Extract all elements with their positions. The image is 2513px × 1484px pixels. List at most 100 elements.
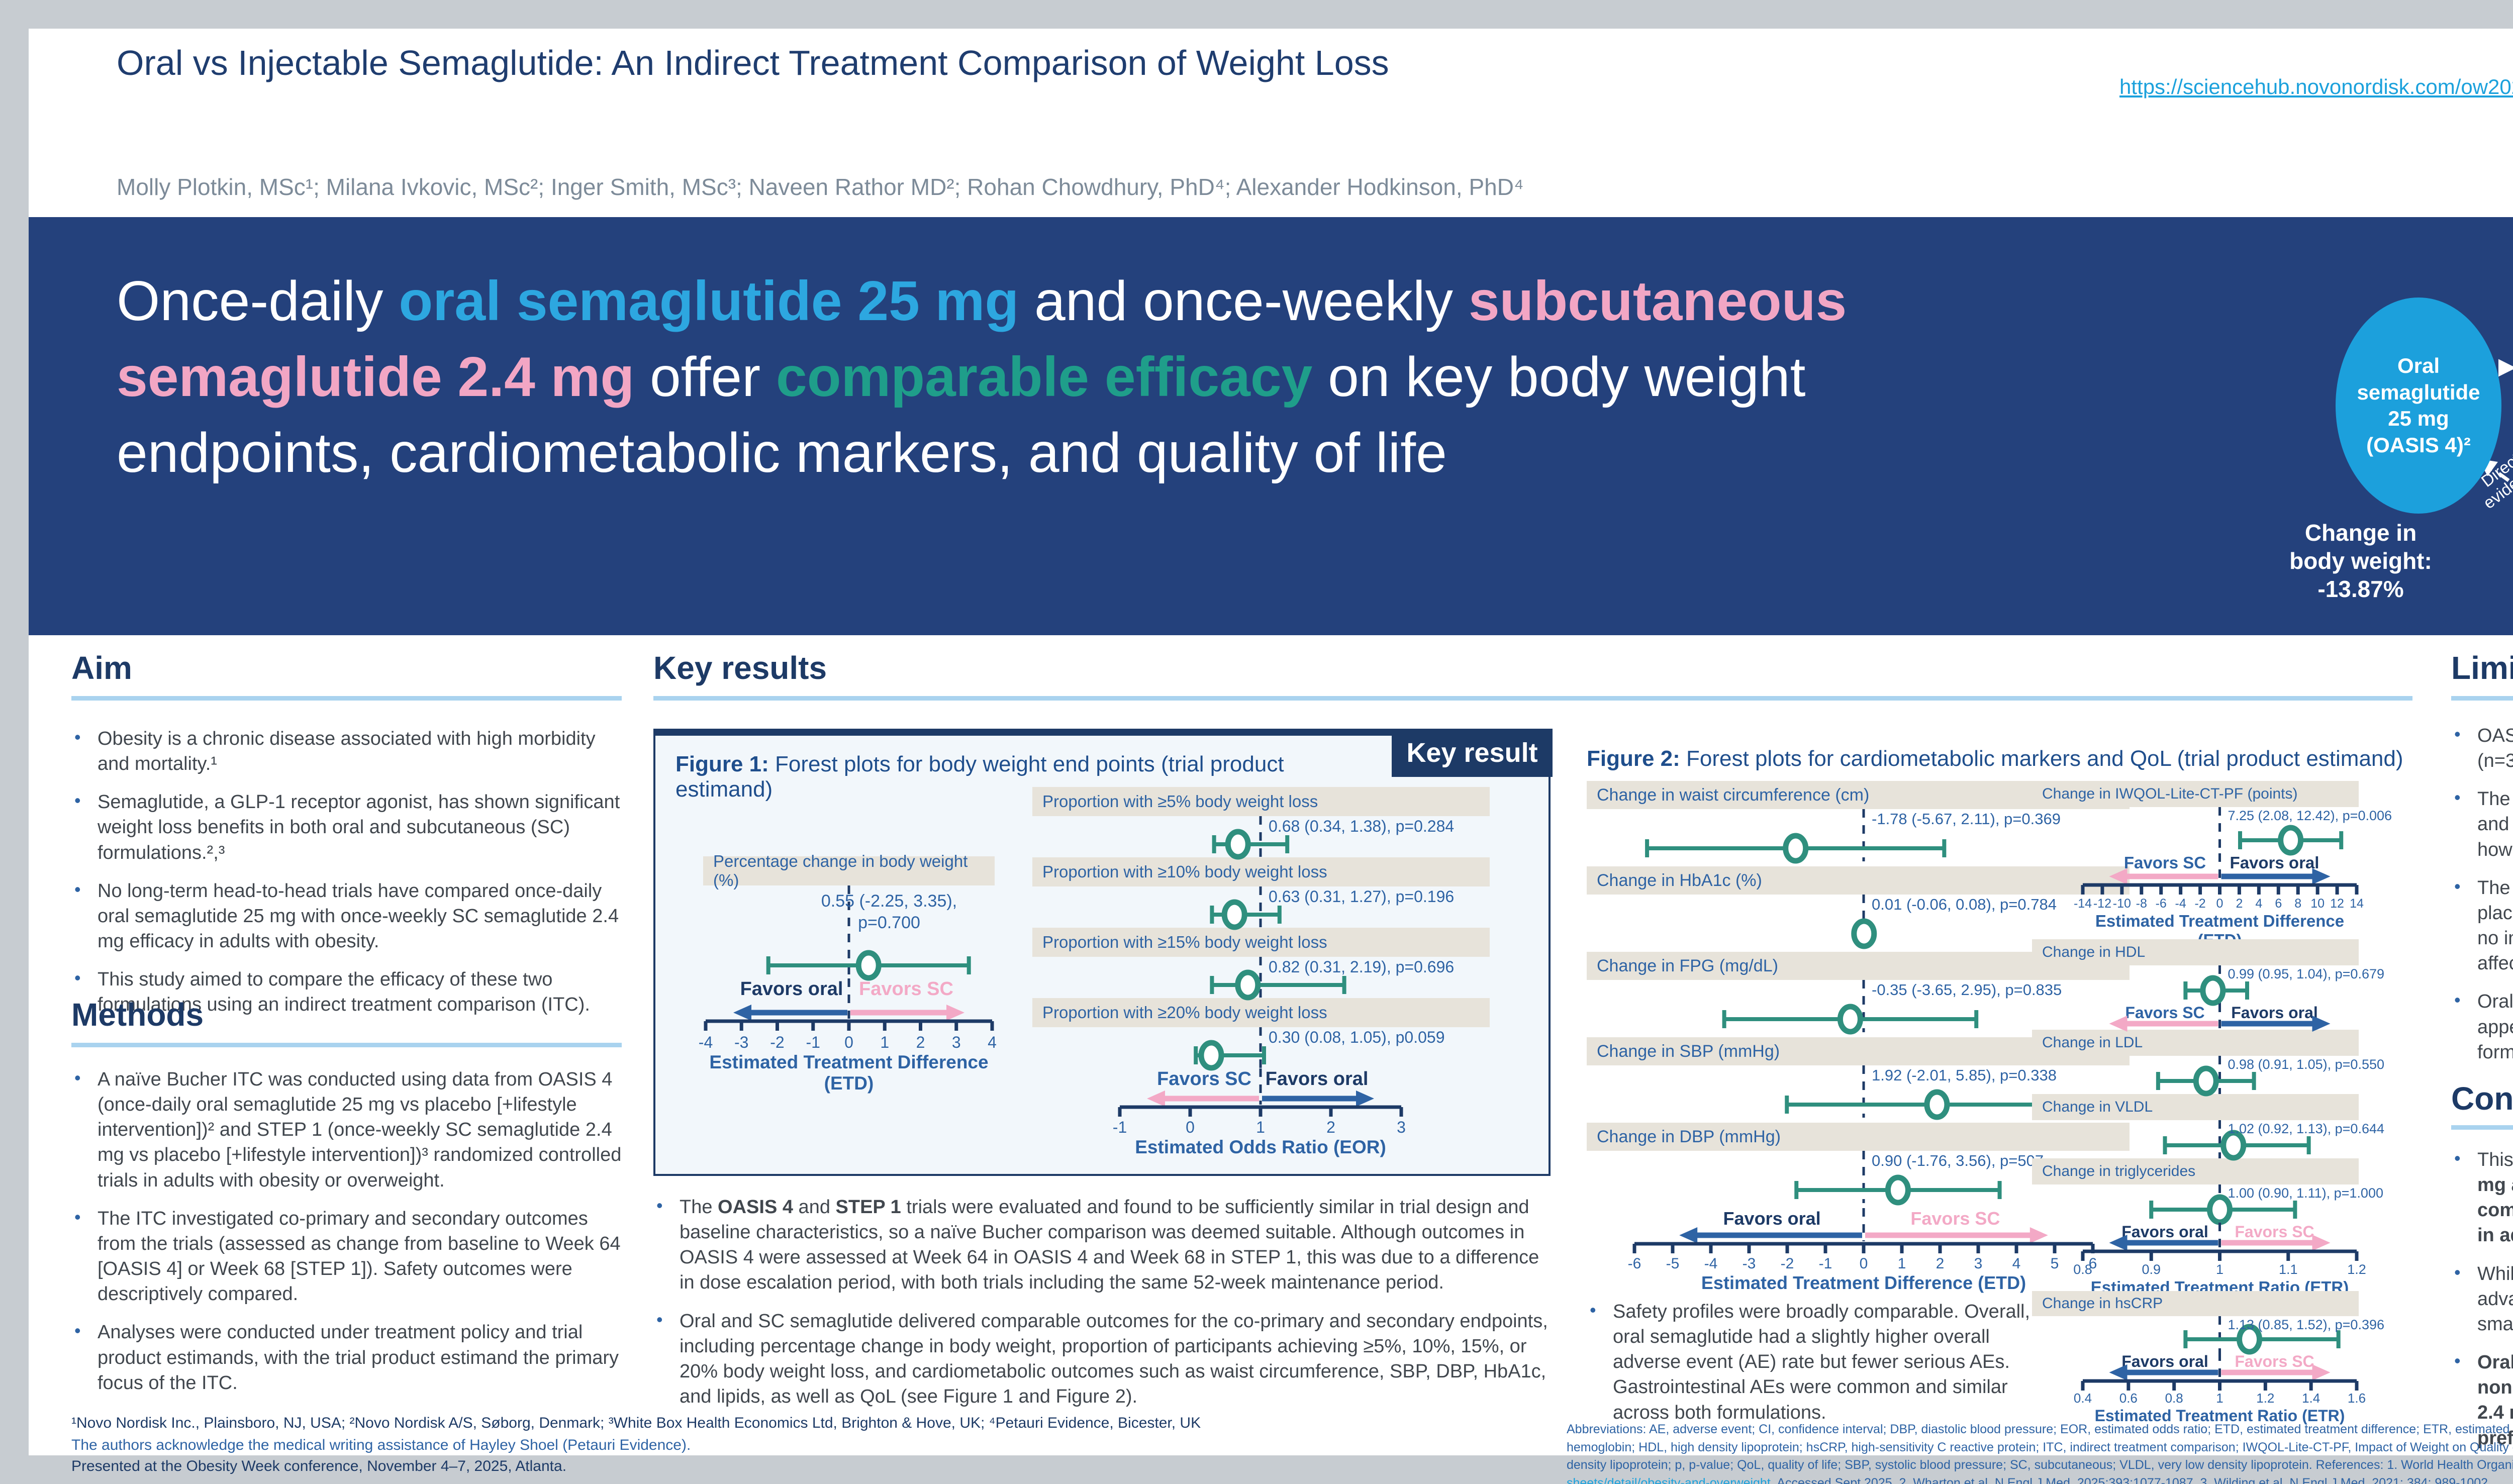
svg-text:1.2: 1.2 bbox=[2347, 1262, 2366, 1277]
svg-text:0: 0 bbox=[1860, 1255, 1868, 1272]
svg-text:-3: -3 bbox=[1743, 1255, 1756, 1272]
forest-row-header: Change in VLDL bbox=[2032, 1094, 2359, 1120]
abbreviations-references: Abbreviations: AE, adverse event; CI, co… bbox=[1567, 1422, 2513, 1484]
conclusions-rule bbox=[2451, 1125, 2513, 1130]
bullet: OASIS 4 included a relatively small samp… bbox=[2451, 722, 2513, 773]
svg-text:-8: -8 bbox=[2136, 897, 2147, 911]
svg-text:0.4: 0.4 bbox=[2074, 1391, 2092, 1406]
favors-arrows: Favors SC Favors oral bbox=[2032, 1004, 2513, 1032]
headline-banner: Once-daily oral semaglutide 25 mg and on… bbox=[29, 217, 2513, 635]
figure1-label: Figure 1: bbox=[675, 752, 769, 776]
key-results-bullets: The OASIS 4 and STEP 1 trials were evalu… bbox=[653, 1194, 1558, 1422]
figure1-box: Figure 1: Forest plots for body weight e… bbox=[653, 729, 1553, 1176]
svg-text:-1: -1 bbox=[806, 1033, 820, 1051]
forest-axis: 0.8 0.9 1 1.1 1.2 bbox=[2032, 1249, 2513, 1277]
svg-text:0.8: 0.8 bbox=[2073, 1262, 2092, 1277]
axis-label: Estimated Treatment Difference (ETD) bbox=[2095, 912, 2345, 949]
bullet: Oral and SC semaglutide safety profiles … bbox=[2451, 988, 2513, 1064]
forest-axis: -1 0 1 2 3 bbox=[1032, 1105, 1550, 1136]
figure1-left-forest: Percentage change in body weight (%) 0.5… bbox=[699, 852, 1042, 1094]
forest-ci-row: 1.02 (0.92, 1.13), p=0.644 bbox=[2032, 1120, 2513, 1161]
forest-ci-row: 0.55 (-2.25, 3.35), p=0.700 bbox=[701, 885, 1042, 981]
methods-rule bbox=[71, 1043, 622, 1047]
estimate-value: 1.92 (-2.01, 5.85), p=0.338 bbox=[1872, 1066, 2057, 1084]
forest-ci-row: 0.63 (0.31, 1.27), p=0.196 bbox=[1032, 886, 1550, 930]
bullet: The impact of different administration m… bbox=[2451, 874, 2513, 976]
forest-axis: -4 -3 -2 -1 0 1 2 3 4 bbox=[699, 1019, 1042, 1051]
forest-row-header: Proportion with ≥20% body weight loss bbox=[1032, 998, 1490, 1027]
estimate-value: 0.55 (-2.25, 3.35), p=0.700 bbox=[821, 892, 957, 932]
forest-ci-row: 0.98 (0.91, 1.05), p=0.550 bbox=[2032, 1056, 2513, 1097]
svg-text:1: 1 bbox=[2216, 1391, 2223, 1406]
headline: Once-daily oral semaglutide 25 mg and on… bbox=[117, 270, 1847, 484]
forest-ci-row: 1.13 (0.85, 1.52), p=0.396 bbox=[2032, 1316, 2513, 1355]
svg-text:2: 2 bbox=[1936, 1255, 1945, 1272]
favors-arrows: Favors oral Favors SC bbox=[701, 978, 1042, 1021]
svg-text:-10: -10 bbox=[2113, 897, 2131, 911]
forest-row-header: Change in IWQOL-Lite-CT-PF (points) bbox=[2032, 781, 2359, 807]
svg-text:1.6: 1.6 bbox=[2348, 1391, 2366, 1406]
svg-text:3: 3 bbox=[1974, 1255, 1983, 1272]
forest-ci-row: 0.90 (-1.76, 3.56), p=507 bbox=[1587, 1151, 2155, 1206]
svg-text:12: 12 bbox=[2330, 897, 2344, 911]
estimate-value: 0.82 (0.31, 2.19), p=0.696 bbox=[1269, 958, 1455, 976]
bullet: The OASIS 4 and STEP 1 trials were evalu… bbox=[653, 1194, 1558, 1296]
svg-text:1.2: 1.2 bbox=[2256, 1391, 2274, 1406]
forest-row-header: Change in triglycerides bbox=[2032, 1158, 2359, 1184]
bullet: Oral semaglutide 25 mg may offer a valua… bbox=[2451, 1349, 2513, 1451]
svg-text:6: 6 bbox=[2089, 1255, 2097, 1272]
page-title: Oral vs Injectable Semaglutide: An Indir… bbox=[117, 43, 1389, 82]
forest-row-header: Percentage change in body weight (%) bbox=[703, 852, 995, 889]
safety-bullet: Safety profiles were broadly comparable.… bbox=[1587, 1298, 2039, 1438]
svg-text:-14: -14 bbox=[2074, 897, 2092, 911]
forest-row-header: Change in DBP (mmHg) bbox=[1587, 1123, 2130, 1151]
axis-label: Estimated Odds Ratio (EOR) bbox=[1135, 1137, 1386, 1157]
svg-text:-1: -1 bbox=[1819, 1255, 1832, 1272]
acknowledgement-line: The authors acknowledge the medical writ… bbox=[71, 1437, 691, 1453]
favors-arrows: Favors oral Favors SC bbox=[1587, 1208, 2155, 1243]
forest-ci-row: 0.30 (0.08, 1.05), p0.059 bbox=[1032, 1027, 1550, 1071]
estimate-value: 0.99 (0.95, 1.04), p=0.679 bbox=[2228, 966, 2385, 981]
etd-value: 0.55% bbox=[2464, 286, 2513, 317]
forest-ci-row: 1.92 (-2.01, 5.85), p=0.338 bbox=[1587, 1065, 2155, 1120]
figure2-right-mid-forest: Change in HDL 0.99 (0.95, 1.04), p=0.679… bbox=[2032, 939, 2513, 1297]
svg-text:2: 2 bbox=[2236, 897, 2243, 911]
svg-text:0.8: 0.8 bbox=[2165, 1391, 2183, 1406]
affiliations-line: ¹Novo Nordisk Inc., Plainsboro, NJ, USA;… bbox=[71, 1415, 1201, 1431]
estimate-value: -0.35 (-3.65, 2.95), p=0.835 bbox=[1872, 981, 2062, 999]
favors-arrows: Favors SC Favors oral bbox=[2032, 853, 2513, 884]
svg-text:-4: -4 bbox=[1704, 1255, 1718, 1272]
forest-ci-row: 7.25 (2.08, 12.42), p=0.006 bbox=[2032, 807, 2513, 856]
svg-text:-4: -4 bbox=[2175, 897, 2186, 911]
bullet: Oral and SC semaglutide delivered compar… bbox=[653, 1308, 1558, 1410]
forest-row-header: Proportion with ≥15% body weight loss bbox=[1032, 928, 1490, 957]
svg-text:-1: -1 bbox=[1113, 1118, 1127, 1136]
aim-rule bbox=[71, 696, 622, 701]
estimate-value: 0.30 (0.08, 1.05), p0.059 bbox=[1269, 1028, 1445, 1046]
svg-text:-6: -6 bbox=[2156, 897, 2167, 911]
svg-text:5: 5 bbox=[2051, 1255, 2059, 1272]
estimate-value: 0.63 (0.31, 1.27), p=0.196 bbox=[1269, 887, 1455, 906]
favors-arrows: Favors SC Favors oral bbox=[1032, 1068, 1550, 1107]
authors-line: Molly Plotkin, MSc¹; Milana Ivkovic, MSc… bbox=[117, 174, 1524, 200]
limitations-rule bbox=[2451, 696, 2513, 701]
limitations-heading: Limitations bbox=[2451, 650, 2513, 686]
forest-ci-row: 0.82 (0.31, 2.19), p=0.696 bbox=[1032, 957, 1550, 1001]
estimate-value: 7.25 (2.08, 12.42), p=0.006 bbox=[2228, 808, 2392, 823]
svg-text:1: 1 bbox=[1256, 1118, 1265, 1136]
limitations-bullets: OASIS 4 included a relatively small samp… bbox=[2451, 722, 2513, 1078]
forest-axis: -6 -5 -4 -3 -2 -1 0 1 2 3 4 5 6 bbox=[1587, 1241, 2155, 1272]
svg-text:0: 0 bbox=[2216, 897, 2224, 911]
axis-label: Estimated Treatment Ratio (ETR) bbox=[2094, 1407, 2345, 1425]
svg-text:4: 4 bbox=[2255, 897, 2262, 911]
estimate-value: -1.78 (-5.67, 2.11), p=0.369 bbox=[1872, 810, 2061, 828]
svg-text:2: 2 bbox=[1326, 1118, 1335, 1136]
estimate-value: 1.13 (0.85, 1.52), p=0.396 bbox=[2228, 1317, 2385, 1332]
bullet: The ITC investigated co-primary and seco… bbox=[71, 1205, 622, 1307]
poster-url-link[interactable]: https://sciencehub.novonordisk.com/ow202… bbox=[2119, 75, 2513, 98]
bullet: No long-term head-to-head trials have co… bbox=[71, 877, 622, 954]
svg-text:6: 6 bbox=[2275, 897, 2282, 911]
key-result-badge: Key result bbox=[1392, 729, 1553, 777]
key-results-heading: Key results bbox=[653, 650, 827, 686]
